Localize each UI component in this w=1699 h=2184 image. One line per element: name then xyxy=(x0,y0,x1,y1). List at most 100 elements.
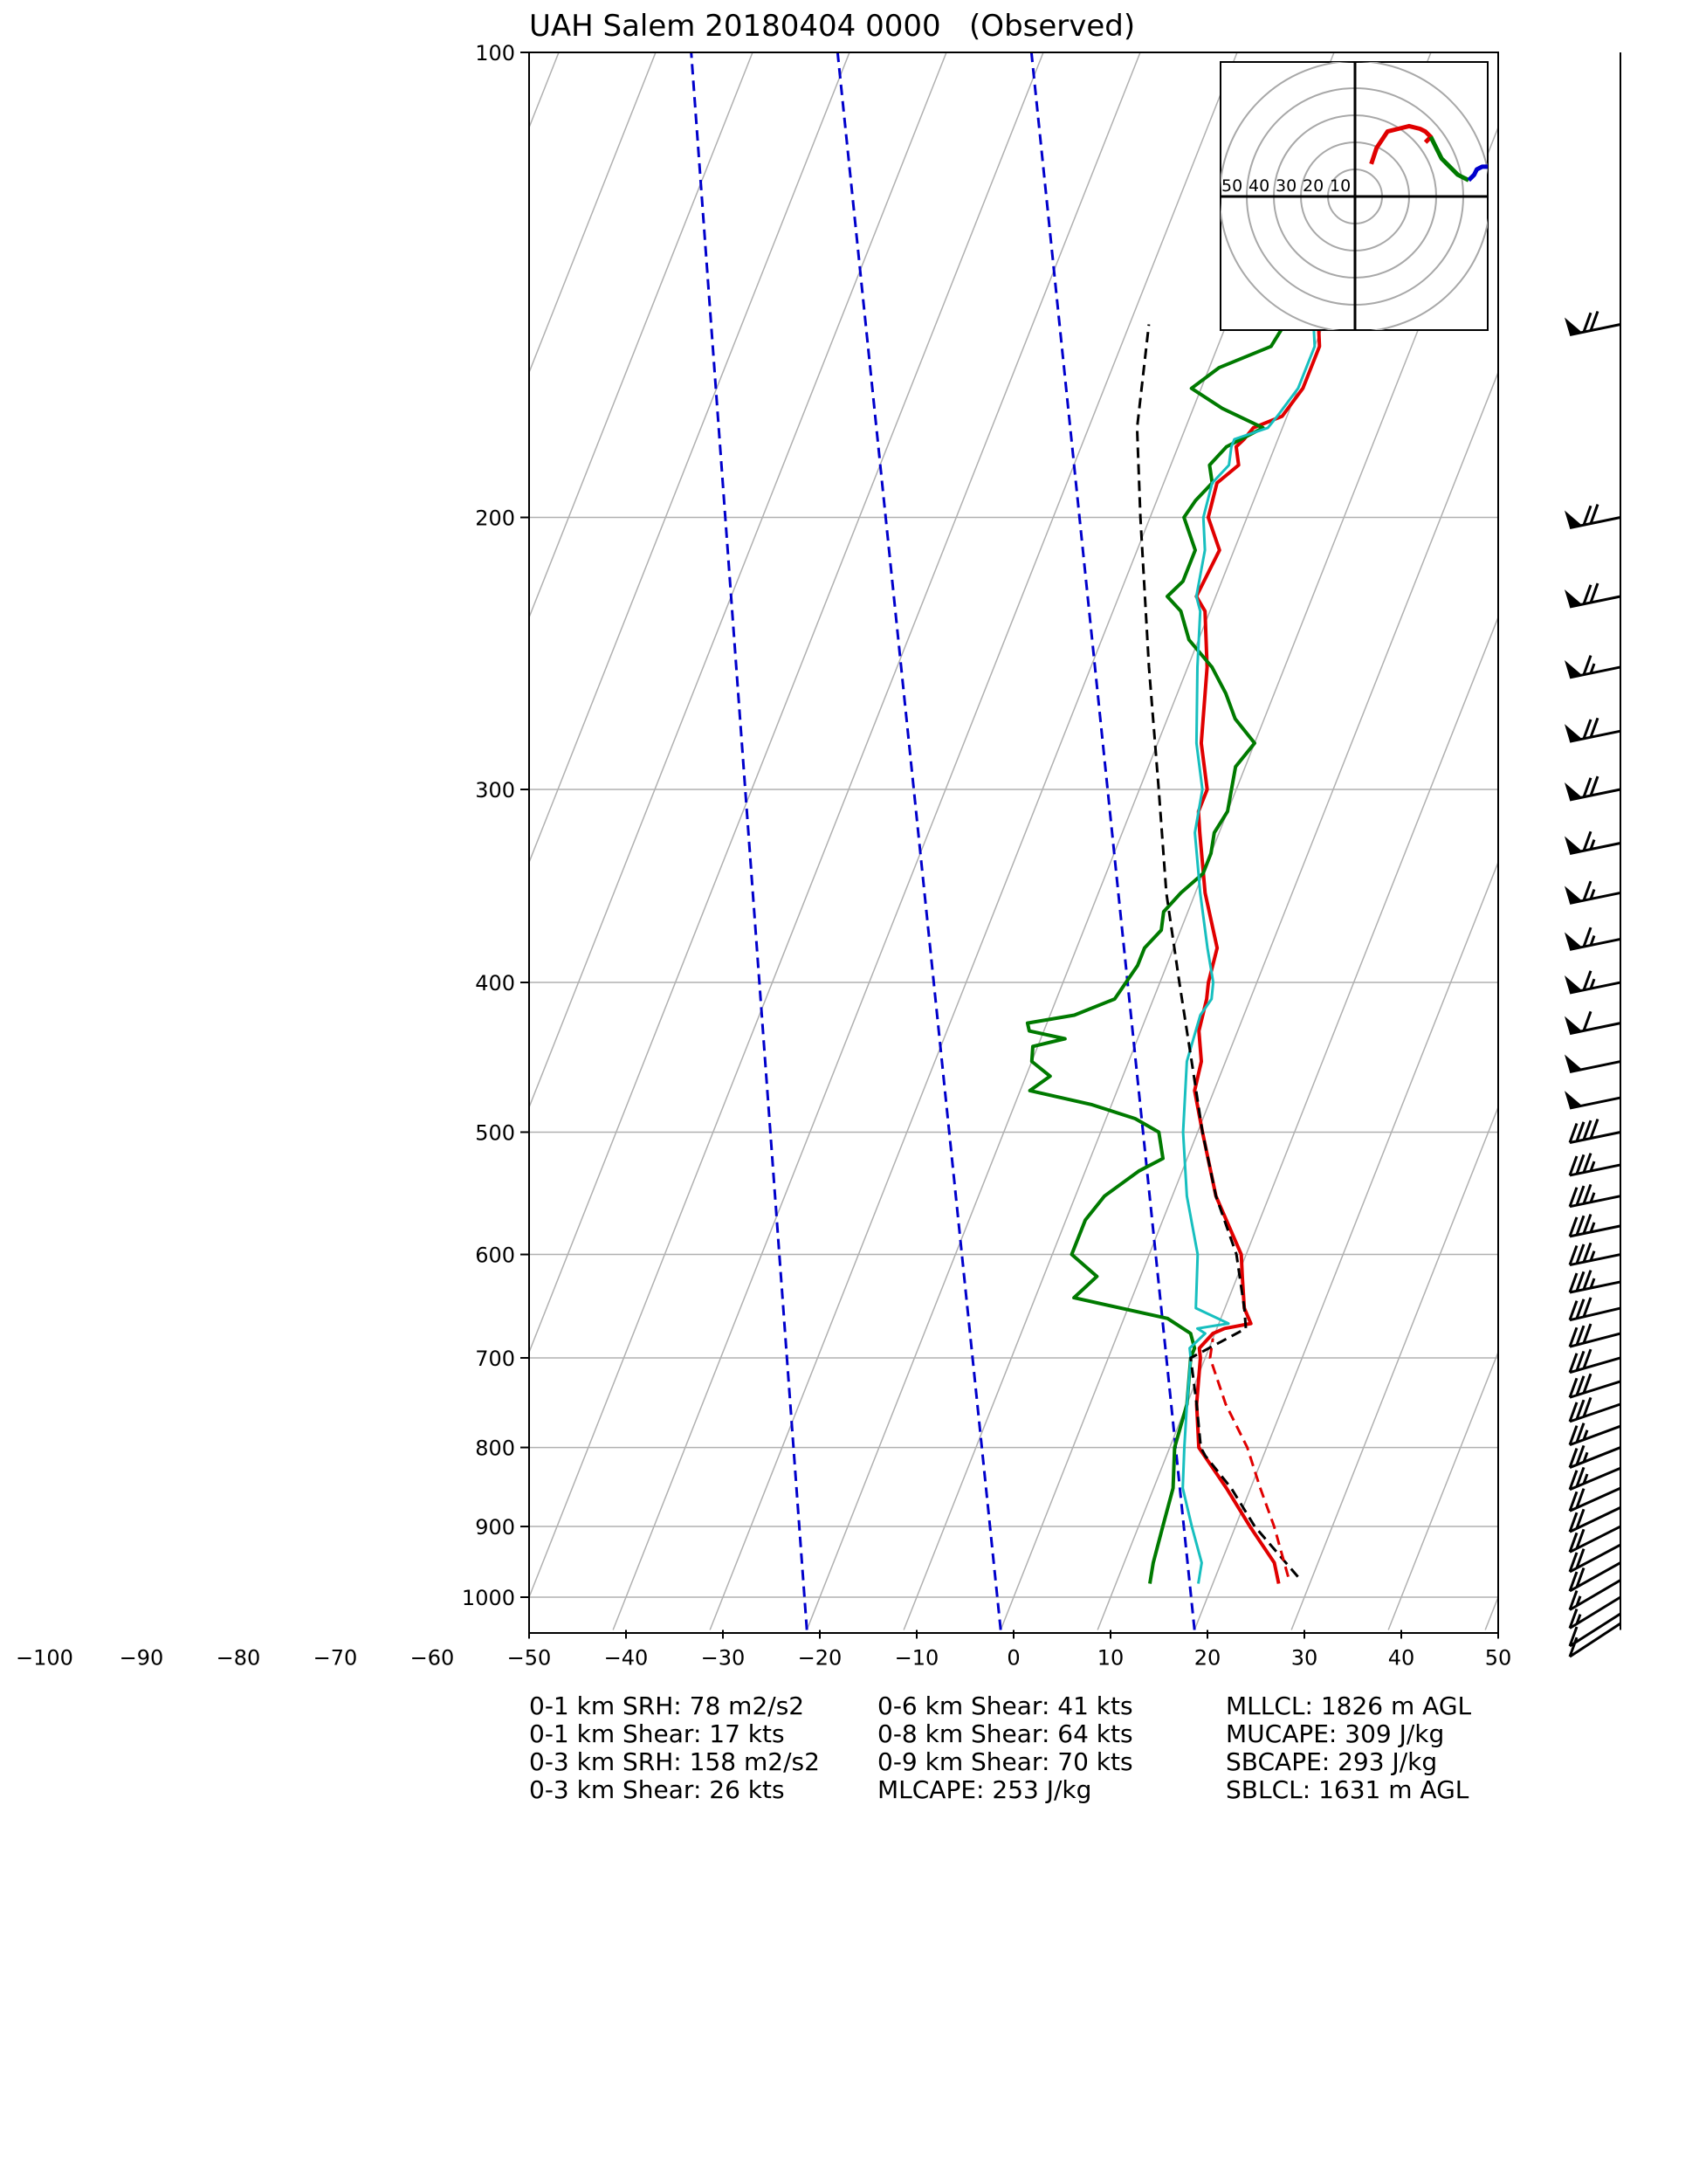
stats-column-shear-srh: 0-1 km SRH: 78 m2/s2 0-1 km Shear: 17 kt… xyxy=(529,1692,820,1804)
y-tick-label: 100 xyxy=(475,41,515,65)
x-tick-label: −30 xyxy=(701,1645,746,1670)
wind-barb xyxy=(1568,1153,1621,1177)
barb-flag xyxy=(1582,1214,1592,1235)
barb-staff xyxy=(1569,1612,1621,1648)
y-tick-label: 600 xyxy=(475,1244,515,1268)
stat-mllcl: MLLCL: 1826 m AGL xyxy=(1226,1691,1472,1720)
stat-0-3km-srh: 0-3 km SRH: 158 m2/s2 xyxy=(529,1747,820,1776)
barb-flag xyxy=(1575,1567,1586,1588)
wind-barb xyxy=(1568,1506,1621,1533)
hodograph-trace xyxy=(1428,135,1470,183)
x-tick-label: 30 xyxy=(1291,1645,1318,1670)
hodograph-ring-label: 10 xyxy=(1330,176,1351,196)
barb-flag xyxy=(1575,1488,1586,1509)
wind-barb xyxy=(1565,775,1621,802)
wind-barb xyxy=(1568,1373,1621,1399)
y-tick-label: 200 xyxy=(475,506,515,531)
wind-barb xyxy=(1568,1323,1621,1348)
barb-pennant xyxy=(1565,1091,1582,1109)
x-tick-label: −90 xyxy=(120,1645,164,1670)
hodograph-ring-label: 40 xyxy=(1248,176,1269,196)
barb-flag xyxy=(1568,1532,1579,1553)
barb-flag xyxy=(1575,1299,1586,1319)
stat-0-1km-shear: 0-1 km Shear: 17 kts xyxy=(529,1719,785,1748)
x-tick-label: 40 xyxy=(1388,1645,1415,1670)
isotherm-line xyxy=(1484,1595,1498,1630)
barb-flag xyxy=(1568,1491,1579,1512)
barb-half-flag xyxy=(1589,839,1596,851)
barb-half-flag xyxy=(1589,934,1596,947)
barb-flag xyxy=(1582,880,1592,901)
isotherm-line xyxy=(1290,1105,1498,1630)
y-tick-label: 700 xyxy=(475,1347,515,1371)
barb-flag xyxy=(1575,1154,1586,1175)
barb-flag xyxy=(1568,1552,1579,1573)
barb-flag xyxy=(1582,777,1592,798)
barb-flag xyxy=(1575,1528,1586,1549)
y-tick-label: 1000 xyxy=(462,1586,515,1610)
barb-flag xyxy=(1582,505,1592,526)
barb-flag xyxy=(1568,1300,1579,1321)
hodograph-ring-label: 30 xyxy=(1276,176,1297,196)
barb-flag xyxy=(1575,1271,1586,1292)
isotherm-line xyxy=(0,52,171,1629)
barb-flag xyxy=(1575,1375,1586,1396)
barb-flag xyxy=(1582,719,1592,740)
isotherm-line xyxy=(0,52,74,1629)
y-tick-label: 500 xyxy=(475,1120,515,1145)
barb-half-flag xyxy=(1589,978,1596,989)
barb-flag xyxy=(1582,1373,1592,1394)
barb-flag xyxy=(1568,1626,1579,1647)
wind-barb xyxy=(1568,1579,1621,1611)
barb-flag xyxy=(1582,1183,1592,1204)
barb-flag xyxy=(1568,1187,1579,1208)
barb-staff xyxy=(1569,1622,1621,1658)
isotherm-line xyxy=(1000,370,1498,1630)
barb-pennant xyxy=(1565,1016,1582,1034)
barb-half-flag xyxy=(1589,1222,1596,1233)
temperature-line xyxy=(1193,324,1322,1584)
isotherm-line xyxy=(529,52,560,129)
stat-0-8km-shear: 0-8 km Shear: 64 kts xyxy=(877,1719,1133,1748)
barb-half-flag xyxy=(1589,888,1596,900)
stat-sbcape: SBCAPE: 293 J/kg xyxy=(1226,1747,1438,1776)
barb-half-flag xyxy=(1589,1250,1596,1262)
isotherm-line xyxy=(1582,52,1699,1629)
isotherm-line xyxy=(1387,1350,1498,1630)
stat-0-9km-shear: 0-9 km Shear: 70 kts xyxy=(877,1747,1133,1776)
wind-barb xyxy=(1565,504,1621,529)
barb-pennant xyxy=(1565,510,1582,528)
barb-half-flag xyxy=(1589,1278,1596,1289)
x-tick-label: 50 xyxy=(1485,1645,1512,1670)
wind-barb xyxy=(1568,1466,1621,1492)
isotherm-line xyxy=(1193,860,1498,1630)
wind-barb xyxy=(1568,1270,1621,1294)
barb-flag xyxy=(1568,1353,1579,1374)
barb-flag xyxy=(1575,1444,1586,1465)
wind-barb xyxy=(1565,970,1621,995)
wind-barb xyxy=(1565,1010,1621,1036)
barb-flag xyxy=(1582,970,1592,991)
barb-flag xyxy=(1582,1396,1592,1417)
barb-flag xyxy=(1575,1466,1586,1487)
wind-barb xyxy=(1568,1297,1621,1322)
barb-flag xyxy=(1582,1010,1592,1031)
barb-pennant xyxy=(1565,317,1582,335)
barb-flag xyxy=(1575,1350,1586,1371)
barb-flag xyxy=(1568,1326,1579,1347)
y-tick-label: 900 xyxy=(475,1515,515,1540)
barb-half-flag xyxy=(1582,1430,1589,1441)
dry-adiabat-lines xyxy=(690,52,1196,1630)
wind-barb xyxy=(1568,1622,1621,1658)
barb-flag xyxy=(1589,717,1599,738)
stat-0-1km-srh: 0-1 km SRH: 78 m2/s2 xyxy=(529,1691,805,1720)
wind-barb xyxy=(1568,1214,1621,1238)
hodograph-trace xyxy=(1467,164,1488,183)
wind-barb xyxy=(1565,830,1621,855)
barb-flag xyxy=(1568,1608,1579,1629)
isotherm-line xyxy=(1097,615,1498,1630)
hodograph: 50 40 30 20 10 xyxy=(1220,61,1489,331)
barb-pennant xyxy=(1565,782,1582,801)
